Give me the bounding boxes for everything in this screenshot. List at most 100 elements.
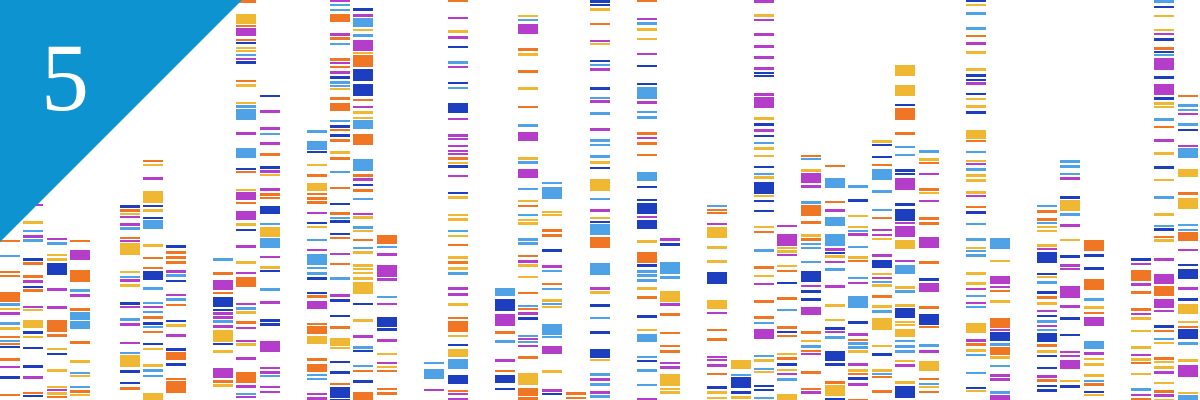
band [353, 120, 373, 129]
band [542, 270, 562, 272]
band [260, 197, 280, 199]
band [801, 173, 821, 183]
band [236, 168, 256, 170]
band [120, 342, 140, 344]
band [166, 334, 186, 337]
band [1037, 252, 1057, 263]
band [213, 292, 233, 294]
band [330, 9, 350, 11]
band [495, 370, 515, 372]
band [895, 169, 915, 172]
band [825, 261, 845, 263]
band [236, 385, 256, 388]
band [0, 340, 20, 342]
band [895, 173, 915, 175]
band [23, 258, 43, 261]
band [966, 79, 986, 81]
band [518, 53, 538, 56]
band [353, 99, 373, 101]
band [919, 361, 939, 371]
band [1037, 210, 1057, 213]
band [660, 303, 680, 306]
band [637, 203, 657, 214]
band [260, 375, 280, 377]
band [990, 365, 1010, 367]
band [518, 388, 538, 396]
band [1037, 389, 1057, 392]
band [966, 12, 986, 15]
band [1060, 380, 1080, 382]
band [236, 50, 256, 52]
band [330, 361, 350, 363]
band [330, 120, 350, 122]
band [590, 217, 610, 219]
band [330, 58, 350, 61]
band [895, 340, 915, 342]
band [754, 117, 774, 120]
band [801, 185, 821, 188]
band [307, 323, 327, 325]
band [895, 222, 915, 224]
band [637, 132, 657, 135]
band [518, 292, 538, 294]
band [1084, 267, 1104, 270]
band [1178, 229, 1198, 231]
band [330, 33, 350, 36]
band [166, 298, 186, 301]
band [307, 130, 327, 133]
band [166, 256, 186, 259]
band [848, 321, 868, 324]
band [236, 192, 256, 200]
band [872, 140, 892, 143]
band [754, 359, 774, 362]
band [895, 304, 915, 307]
band [47, 396, 67, 398]
band [919, 158, 939, 161]
band [1154, 228, 1174, 231]
band [590, 179, 610, 191]
band [143, 322, 163, 325]
band [353, 34, 373, 37]
band [166, 324, 186, 327]
band [47, 238, 67, 240]
band [919, 306, 939, 309]
band [236, 189, 256, 191]
band [895, 85, 915, 96]
band [848, 369, 868, 372]
band [542, 211, 562, 213]
band [825, 336, 845, 339]
band [1178, 365, 1198, 377]
band [637, 22, 657, 25]
band [754, 45, 774, 48]
band [353, 268, 373, 270]
band [213, 368, 233, 378]
band [23, 306, 43, 308]
band [330, 0, 350, 2]
band [966, 191, 986, 194]
band [590, 139, 610, 142]
band [143, 316, 163, 319]
band [330, 237, 350, 239]
band [260, 95, 280, 97]
band [448, 272, 468, 275]
band [1178, 123, 1198, 126]
band [895, 154, 915, 156]
band [590, 304, 610, 307]
band [0, 271, 20, 273]
band [143, 177, 163, 180]
band [353, 159, 373, 171]
band [542, 265, 562, 268]
band [0, 255, 20, 257]
band [1178, 169, 1198, 177]
band [660, 276, 680, 279]
band [120, 352, 140, 354]
band [707, 364, 727, 367]
band [590, 317, 610, 319]
band [966, 343, 986, 346]
band [448, 267, 468, 270]
band [236, 61, 256, 64]
band [330, 66, 350, 68]
band [518, 132, 538, 141]
band [754, 266, 774, 269]
